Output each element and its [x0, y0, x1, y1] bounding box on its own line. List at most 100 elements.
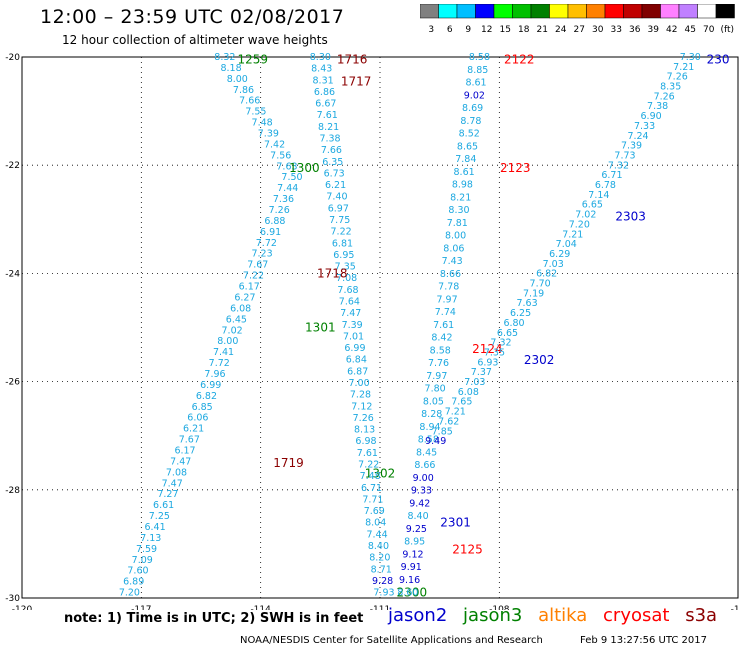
wave-height-label: 7.42: [264, 139, 285, 150]
wave-height-label: 8.65: [457, 141, 478, 152]
wave-height-label: 7.32: [608, 160, 629, 171]
pass-time-label: 1716: [337, 53, 368, 67]
wave-height-label: 8.00: [227, 74, 248, 85]
wave-height-label: 6.97: [328, 203, 349, 214]
wave-height-label: 6.21: [183, 424, 204, 435]
wave-height-label: 7.44: [366, 529, 387, 540]
scale-label: 36: [629, 25, 641, 35]
wave-height-label: 6.65: [497, 328, 518, 339]
wave-height-label: 7.55: [245, 107, 266, 118]
wave-height-label: 6.06: [187, 413, 208, 424]
scale-label: 30: [592, 25, 604, 35]
wave-height-label: 6.41: [144, 522, 165, 533]
wave-height-label: 8.30: [310, 52, 331, 63]
wave-height-label: 7.26: [269, 205, 290, 216]
wave-height-label: 8.58: [418, 435, 439, 446]
wave-height-label: 8.20: [369, 553, 390, 564]
wave-height-label: 6.73: [324, 168, 345, 179]
wave-height-label: 7.41: [213, 347, 234, 358]
wave-height-label: 7.03: [543, 259, 564, 270]
wave-height-label: 7.39: [342, 320, 363, 331]
wave-height-label: 8.18: [220, 63, 241, 74]
x-tick-label: -114: [250, 605, 271, 610]
x-tick-label: -111: [370, 605, 390, 610]
wave-height-label: 6.80: [503, 318, 524, 329]
scale-label: 9: [465, 25, 471, 35]
wave-height-label: 7.65: [451, 397, 472, 408]
wave-height-label: 8.43: [311, 64, 332, 75]
scale-label: 21: [537, 25, 548, 35]
wave-height-label: 7.33: [634, 121, 655, 132]
pass-time-label: 1300: [289, 161, 320, 175]
wave-height-label: 9.42: [409, 498, 430, 509]
wave-height-label: 7.64: [339, 297, 360, 308]
wave-height-label: 7.23: [251, 249, 272, 260]
wave-height-label: 7.22: [358, 460, 379, 471]
scale-label: 6: [447, 25, 453, 35]
wave-height-label: 7.50: [281, 172, 302, 183]
wave-height-label: 7.02: [222, 325, 243, 336]
wave-height-label: 8.06: [443, 243, 464, 254]
wave-height-label: 8.05: [423, 396, 444, 407]
wave-height-label: 7.67: [179, 435, 200, 446]
wave-height-label: 7.21: [445, 407, 466, 418]
wave-height-label: 9.02: [464, 90, 485, 101]
wave-height-label: 7.26: [667, 72, 688, 83]
wave-height-label: 6.29: [549, 249, 570, 260]
chart-subtitle: 12 hour collection of altimeter wave hei…: [62, 33, 328, 47]
wave-height-label: 8.71: [371, 564, 392, 575]
wave-height-label: 7.67: [247, 260, 268, 271]
wave-height-label: 6.08: [458, 387, 479, 398]
wave-height-label: 7.61: [433, 320, 454, 331]
pass-time-label: 2124: [472, 342, 503, 356]
wave-height-label: 6.17: [174, 445, 195, 456]
color-scale: 3 6 9 12 15 18 21 24 27 30 33 36 39 42 45 70 (ft): [419, 3, 736, 40]
legend-jason2: jason2: [388, 605, 448, 626]
wave-height-label: 6.25: [510, 308, 531, 319]
wave-height-label: 6.82: [196, 391, 217, 402]
wave-height-label: 6.98: [355, 436, 376, 447]
wave-height-label: 6.82: [536, 269, 557, 280]
wave-height-label: 7.86: [233, 85, 254, 96]
wave-height-label: 8.30: [448, 205, 469, 216]
wave-height-label: 7.38: [647, 101, 668, 112]
pass-time-label: 2302: [524, 353, 555, 367]
pass-time-label: 2301: [440, 515, 471, 529]
wave-height-label: 7.72: [256, 238, 277, 249]
scale-label: 24: [555, 25, 567, 35]
wave-height-label: 8.31: [313, 75, 334, 86]
pass-time-label: 2125: [452, 542, 483, 556]
wave-height-label: 7.48: [360, 471, 381, 482]
y-tick-label: -26: [5, 378, 20, 388]
wave-height-label: 7.66: [239, 96, 260, 107]
wave-height-label: 7.28: [350, 390, 371, 401]
wave-height-label: 7.97: [426, 371, 447, 382]
wave-height-label: 6.84: [346, 355, 367, 366]
y-tick-label: -28: [5, 486, 20, 496]
legend-cryosat: cryosat: [603, 605, 670, 626]
wave-height-label: 8.78: [460, 116, 481, 127]
wave-height-label: 7.39: [258, 129, 279, 140]
wave-height-label: 7.80: [425, 384, 446, 395]
x-tick-label: -108: [489, 605, 510, 610]
wave-height-label: 6.17: [239, 282, 260, 293]
pass-time-label: 2122: [504, 53, 535, 67]
wave-height-label: 7.47: [340, 308, 361, 319]
wave-height-label: 9.33: [411, 486, 432, 497]
wave-height-label: 7.39: [621, 141, 642, 152]
pass-time-label: 1302: [365, 467, 396, 481]
wave-height-label: 7.00: [348, 378, 369, 389]
wave-height-label: 7.84: [455, 154, 476, 165]
wave-height-label: 8.98: [452, 180, 473, 191]
wave-height-label: 7.47: [170, 456, 191, 467]
wave-height-label: 8.35: [660, 82, 681, 93]
wave-height-label: 7.40: [326, 192, 347, 203]
wave-height-label: 7.26: [353, 413, 374, 424]
wave-height-label: 6.85: [192, 402, 213, 413]
wave-height-label: 8.61: [454, 167, 475, 178]
wave-height-label: 8.13: [354, 425, 375, 436]
wave-height-label: 9.49: [425, 436, 446, 447]
wave-height-label: 7.20: [569, 219, 590, 230]
wave-height-label: 7.09: [132, 555, 153, 566]
wave-height-label: 7.08: [336, 273, 357, 284]
